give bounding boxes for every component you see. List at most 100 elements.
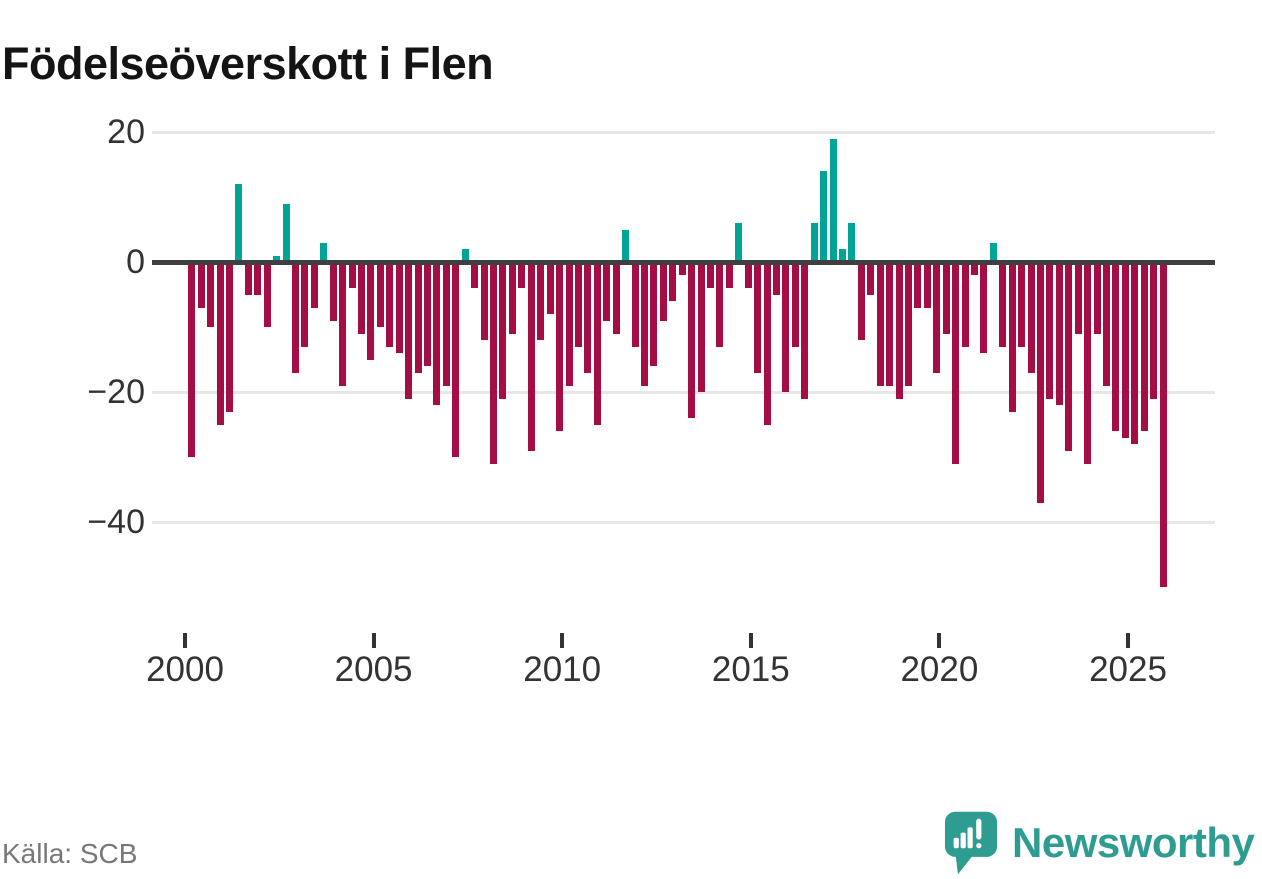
bar-2022q2 [1027,262,1035,373]
bar-2020q3 [961,262,969,347]
bar-2019q2 [914,262,922,308]
bar-2023q4 [1084,262,1092,464]
bar-2011q2 [612,262,620,334]
bar-2001q1 [226,262,234,412]
bar-2024q2 [1103,262,1110,386]
bar-2001q4 [254,262,262,295]
bar-2011q1 [603,262,611,321]
bar-2021q4 [1008,262,1016,412]
y-tick-label--40: −40 [87,503,145,541]
bar-2025q4 [1159,262,1167,587]
bar-2013q4 [706,262,714,288]
bar-2014q3 [735,223,743,262]
bar-2016q4 [820,171,828,262]
bar-2008q2 [499,262,507,399]
bar-2000q2 [197,262,205,308]
bar-2015q2 [763,262,771,425]
bar-2023q3 [1074,262,1082,334]
brand-name: Newsworthy [1012,819,1255,866]
bar-2017q3 [848,223,856,262]
y-tick-label-0: 0 [126,243,145,281]
x-tick-label-2005: 2005 [334,650,413,689]
x-tick-2020 [937,633,942,648]
bar-2015q3 [772,262,780,295]
bar-2018q4 [895,262,903,399]
bar-2006q3 [433,262,441,405]
x-tick-2015 [748,633,753,648]
bar-2007q3 [471,262,479,288]
chart-area [152,110,1215,610]
x-tick-2005 [371,633,376,648]
bar-2024q1 [1093,262,1101,334]
bar-2021q3 [999,262,1007,347]
bar-2007q2 [461,249,469,262]
bar-2009q2 [537,262,545,340]
gridline-y-20 [152,130,1215,134]
bar-2012q1 [640,262,648,386]
bar-2002q3 [282,203,290,262]
x-tick-2025 [1126,633,1130,648]
bar-2012q4 [669,262,677,301]
x-tick-label-2025: 2025 [1089,650,1167,689]
bar-2010q3 [584,262,592,373]
bar-2006q1 [414,262,422,373]
bar-2004q4 [367,262,375,360]
y-tick-label--20: −20 [87,373,145,411]
bar-2010q4 [593,262,601,425]
bar-2020q1 [942,262,950,334]
bar-2024q3 [1112,262,1120,431]
x-tick-2000 [183,633,187,648]
bar-2025q2 [1140,262,1148,431]
bar-2004q3 [358,262,366,334]
bar-2018q2 [876,262,884,386]
bar-2005q2 [386,262,394,347]
bar-2018q3 [886,262,894,386]
bar-2001q3 [244,262,252,295]
bar-2012q3 [659,262,667,321]
bar-2000q1 [188,262,196,457]
bar-2014q1 [716,262,724,347]
bar-2003q4 [329,262,337,321]
bar-2014q4 [744,262,752,288]
bar-2001q2 [235,184,243,262]
bar-2022q3 [1037,262,1044,503]
bar-2024q4 [1121,262,1129,438]
bar-2000q4 [216,262,224,425]
bar-2002q2 [273,255,281,262]
bar-2006q4 [442,262,450,386]
brand-logo: Newsworthy [942,810,1255,876]
bar-2003q1 [301,262,309,347]
newsworthy-logo-icon [944,811,998,875]
bar-2010q2 [574,262,582,347]
bar-2016q1 [791,262,799,347]
bar-2009q4 [556,262,564,431]
bar-2007q4 [480,262,488,340]
bar-2005q3 [395,262,403,353]
bar-2020q4 [970,262,978,275]
bar-2012q2 [650,262,658,366]
bar-2009q3 [546,262,554,314]
bar-2002q4 [292,262,300,373]
x-tick-label-2000: 2000 [146,650,224,689]
bar-2014q2 [725,262,733,288]
bar-2009q1 [527,262,535,451]
page-title: Födelseöverskott i Flen [2,38,494,90]
bar-2022q4 [1046,262,1054,399]
bar-2011q3 [622,229,630,262]
bar-2010q1 [565,262,573,386]
bar-2013q2 [688,262,696,418]
bar-2019q1 [904,262,912,386]
bar-2002q1 [263,262,271,327]
gridline-y--20 [152,390,1215,394]
bar-2008q1 [490,262,498,464]
bar-2017q4 [857,262,865,340]
bar-2023q2 [1065,262,1073,451]
x-tick-label-2010: 2010 [523,650,602,689]
bar-2017q2 [838,249,846,262]
bar-2000q3 [207,262,215,327]
x-tick-2010 [560,633,565,648]
bar-2020q2 [952,262,960,464]
x-tick-label-2020: 2020 [900,650,979,689]
bar-2004q1 [339,262,347,386]
source-note: Källa: SCB [2,838,138,869]
